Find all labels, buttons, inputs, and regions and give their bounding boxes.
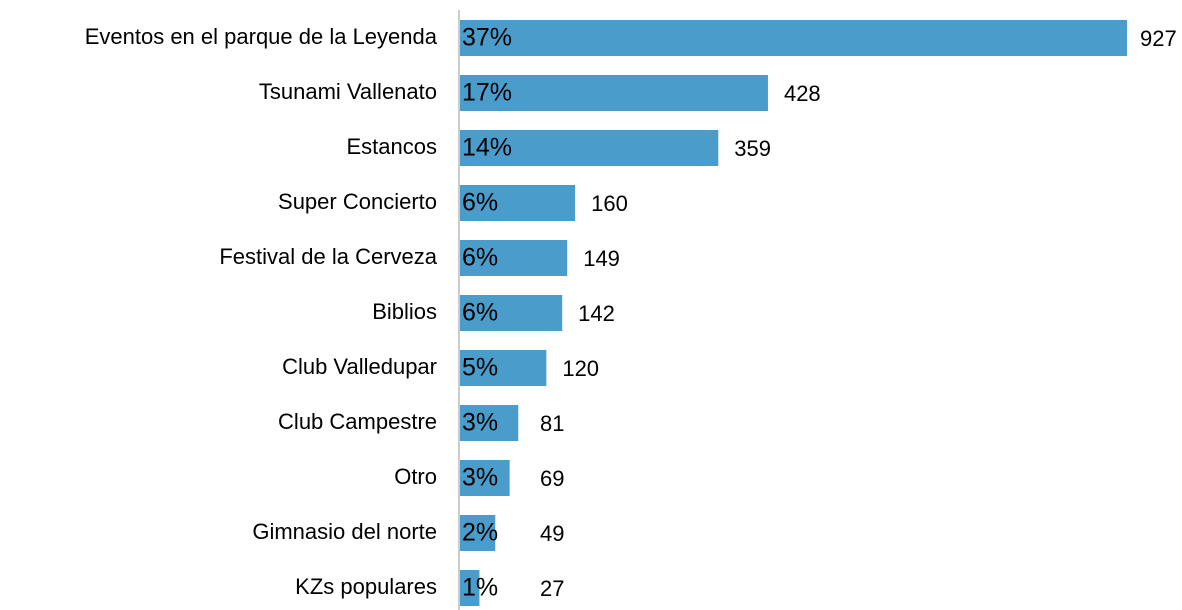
bar: [460, 185, 576, 221]
category-label: Gimnasio del norte: [252, 519, 437, 544]
value-label: 149: [583, 246, 620, 271]
percent-label: 17%: [462, 79, 512, 107]
value-label: 69: [540, 466, 564, 491]
bar: [460, 75, 768, 111]
bar: [460, 570, 480, 606]
value-label: 142: [578, 301, 615, 326]
bar: [460, 240, 568, 276]
category-label: Otro: [394, 464, 437, 489]
bar: [460, 295, 563, 331]
value-label: 428: [784, 81, 821, 106]
percent-label: 3%: [462, 409, 498, 437]
category-label: KZs populares: [295, 574, 437, 599]
percent-label: 37%: [462, 24, 512, 52]
value-label: 160: [591, 191, 628, 216]
category-label: Eventos en el parque de la Leyenda: [85, 24, 438, 49]
bar: [460, 515, 496, 551]
category-label: Tsunami Vallenato: [259, 79, 437, 104]
percent-label: 2%: [462, 519, 498, 547]
category-label: Festival de la Cerveza: [219, 244, 437, 269]
percent-label: 3%: [462, 464, 498, 492]
category-label: Estancos: [347, 134, 438, 159]
category-label: Super Concierto: [278, 189, 437, 214]
value-label: 49: [540, 521, 564, 546]
value-label: 927: [1140, 26, 1177, 51]
value-label: 120: [562, 356, 599, 381]
value-label: 81: [540, 411, 564, 436]
bar: [460, 350, 547, 386]
bar: [460, 405, 519, 441]
category-label: Club Valledupar: [282, 354, 437, 379]
percent-label: 6%: [462, 189, 498, 217]
value-label: 27: [540, 576, 564, 601]
percent-label: 14%: [462, 134, 512, 162]
percent-label: 1%: [462, 574, 498, 602]
percent-label: 6%: [462, 299, 498, 327]
category-label: Biblios: [372, 299, 437, 324]
bar: [460, 460, 510, 496]
percent-label: 6%: [462, 244, 498, 272]
percent-label: 5%: [462, 354, 498, 382]
category-label: Club Campestre: [278, 409, 437, 434]
value-label: 359: [734, 136, 771, 161]
bar: [460, 20, 1127, 56]
bar: [460, 130, 719, 166]
